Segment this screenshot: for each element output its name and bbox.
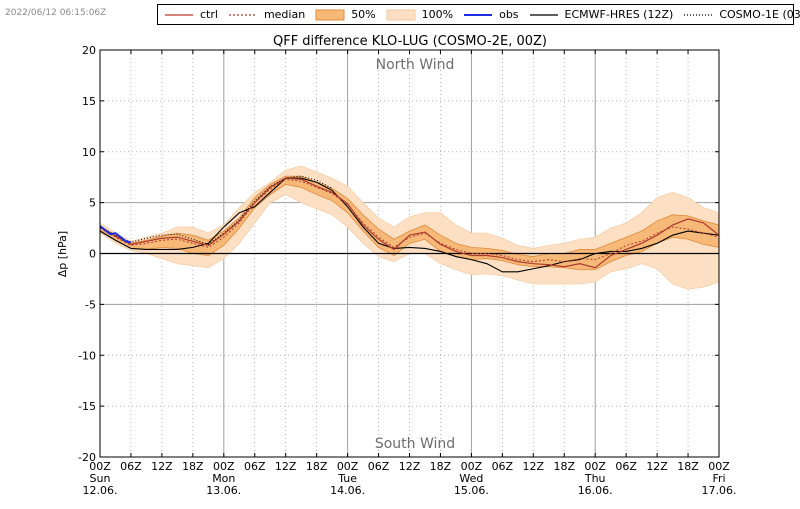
legend-swatch	[464, 13, 493, 16]
legend-item: ECMWF-HRES (12Z)	[529, 8, 674, 21]
x-tick-label: 12Z	[523, 460, 545, 473]
y-tick-label: 0	[89, 248, 96, 261]
x-tick-label: 00Z	[89, 460, 111, 473]
y-axis-label: Δp [hPa]	[56, 231, 69, 277]
x-tick-label: 00Z	[584, 460, 606, 473]
ecmwf-line	[99, 177, 720, 273]
chart-title: QFF difference KLO-LUG (COSMO-2E, 00Z)	[273, 34, 547, 49]
x-tick-label: 06Z	[244, 460, 266, 473]
y-tick-label: 10	[82, 146, 96, 159]
legend-item: median	[228, 8, 305, 21]
legend-label: obs	[499, 8, 519, 21]
day-name-label: Tue	[337, 472, 357, 485]
legend-item: ctrl	[164, 8, 218, 21]
legend-item: obs	[463, 8, 519, 21]
day-name-label: Mon	[212, 472, 235, 485]
legend-item: 50%	[315, 8, 376, 21]
series-lines	[99, 175, 720, 273]
legend-label: 50%	[351, 8, 376, 21]
x-tick-label: 00Z	[708, 460, 730, 473]
day-date-label: 15.06.	[454, 484, 489, 497]
day-name-label: Wed	[459, 472, 483, 485]
legend-swatch	[529, 13, 558, 16]
day-name-label: Thu	[584, 472, 606, 485]
day-date-label: 14.06.	[330, 484, 365, 497]
x-tick-label: 06Z	[615, 460, 637, 473]
day-date-label: 13.06.	[206, 484, 241, 497]
y-tick-label: 15	[82, 95, 96, 108]
north-wind-label: North Wind	[376, 57, 455, 73]
x-tick-label: 00Z	[461, 460, 483, 473]
legend-label: median	[263, 8, 306, 21]
day-date-label: 16.06.	[578, 484, 613, 497]
y-tick-label: 20	[82, 44, 96, 57]
legend-item: 100%	[386, 8, 453, 21]
legend-label: COSMO-1E (03Z)	[719, 8, 800, 21]
x-tick-label: 12Z	[275, 460, 297, 473]
x-tick-label: 18Z	[306, 460, 328, 473]
x-tick-label: 12Z	[151, 460, 173, 473]
day-date-label: 12.06.	[83, 484, 118, 497]
day-name-label: Fri	[712, 472, 725, 485]
day-date-label: 17.06.	[702, 484, 737, 497]
y-tick-label: 5	[89, 197, 96, 210]
x-tick-label: 12Z	[646, 460, 668, 473]
x-tick-label: 18Z	[677, 460, 699, 473]
legend-swatch	[386, 9, 416, 20]
x-tick-label: 18Z	[430, 460, 452, 473]
y-tick-label: -15	[78, 400, 96, 413]
y-tick-label: -5	[85, 298, 96, 311]
legend-swatch	[165, 13, 193, 16]
y-tick-label: -20	[78, 451, 96, 464]
south-wind-label: South Wind	[375, 436, 455, 452]
legend-swatch	[228, 13, 257, 16]
obs-line	[99, 225, 132, 244]
median-line	[99, 178, 720, 263]
x-tick-label: 18Z	[182, 460, 204, 473]
timestamp: 2022/06/12 06:15:06Z	[5, 8, 107, 18]
legend-label: 100%	[421, 8, 454, 21]
y-tick-label: -10	[78, 349, 96, 362]
cosmo1e-line	[99, 175, 333, 245]
x-tick-label: 00Z	[337, 460, 359, 473]
legend-swatch	[315, 9, 345, 20]
x-tick-label: 18Z	[553, 460, 575, 473]
legend-item: COSMO-1E (03Z)	[683, 8, 800, 21]
x-tick-label: 06Z	[492, 460, 514, 473]
legend: ctrl median 50% 100% obs ECMWF-HRES (12Z) COSM…	[157, 4, 800, 25]
x-tick-label: 00Z	[213, 460, 235, 473]
ctrl-line	[99, 177, 720, 269]
x-tick-label: 12Z	[399, 460, 421, 473]
legend-label: ECMWF-HRES (12Z)	[564, 8, 674, 21]
day-name-label: Sun	[90, 472, 111, 485]
x-tick-label: 06Z	[120, 460, 142, 473]
legend-label: ctrl	[200, 8, 218, 21]
x-tick-label: 06Z	[368, 460, 390, 473]
